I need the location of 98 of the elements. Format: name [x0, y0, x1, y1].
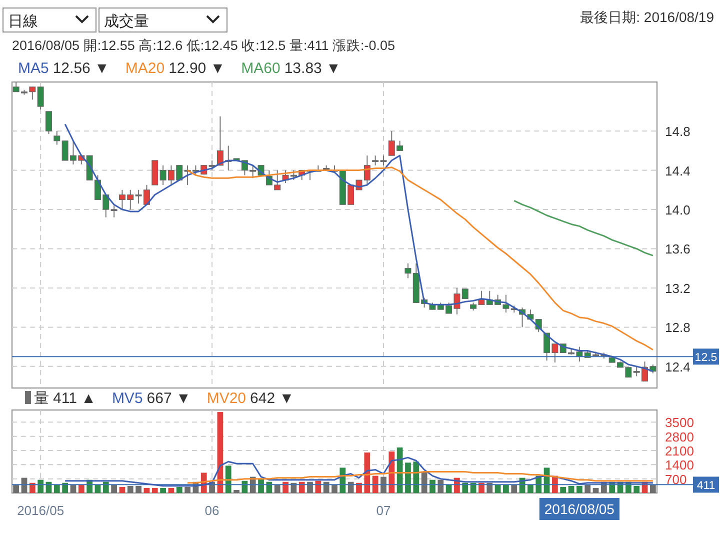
bar	[568, 486, 574, 493]
bar	[298, 482, 305, 493]
text: 667 ▼	[146, 390, 191, 407]
bar	[576, 486, 582, 493]
bar	[348, 482, 354, 493]
bar	[144, 488, 150, 493]
bar	[446, 484, 452, 493]
text: 12.90 ▼	[168, 60, 226, 77]
bar	[462, 482, 468, 493]
y-tick-label: 13.6	[665, 242, 690, 257]
y-tick-label: 1400	[665, 458, 694, 473]
bar	[282, 482, 288, 493]
bar	[290, 482, 297, 493]
bar	[70, 484, 76, 493]
bar	[430, 480, 436, 493]
x-tick-label: 07	[376, 503, 391, 518]
bar	[152, 488, 158, 493]
bar	[323, 482, 330, 493]
bar	[184, 486, 190, 493]
text: MA60	[241, 60, 280, 77]
bar	[494, 484, 501, 493]
bar	[307, 482, 313, 493]
chart-title: 最後日期: 2016/08/19	[580, 9, 714, 25]
text: MV20	[206, 390, 246, 407]
bar	[119, 486, 126, 493]
y-tick-label: 2100	[665, 443, 694, 458]
text: MA5	[18, 60, 49, 77]
bar	[650, 484, 656, 493]
bar	[380, 476, 386, 493]
text: 成交量	[104, 13, 149, 30]
bar	[176, 486, 182, 493]
bar	[356, 482, 362, 493]
bar	[528, 484, 534, 493]
ref-line-label: 12.5	[694, 352, 718, 364]
bar	[405, 462, 411, 493]
text: 2016/08/05	[544, 501, 615, 517]
bar	[62, 482, 68, 493]
bar	[478, 482, 484, 493]
bar	[503, 484, 509, 493]
bar	[127, 486, 134, 493]
y-tick-label: 12.8	[665, 320, 690, 336]
candlestick	[46, 110, 52, 134]
text: 13.83 ▼	[284, 60, 341, 77]
y-tick-label: 14.4	[665, 163, 690, 178]
bar	[54, 484, 60, 493]
ref-line-label: 411	[696, 480, 716, 492]
bar	[78, 484, 84, 493]
candlestick	[462, 288, 468, 300]
bar	[372, 476, 378, 493]
bar	[160, 488, 166, 493]
bar	[225, 466, 232, 493]
x-tick-label: 06	[204, 503, 220, 518]
y-tick-label: 14.0	[665, 202, 690, 218]
y-tick-label: 12.4	[665, 359, 690, 374]
y-tick-label: 13.2	[665, 280, 690, 296]
bar	[511, 484, 518, 493]
text: 642 ▼	[250, 390, 294, 407]
y-tick-label: 700	[665, 472, 687, 487]
candlestick	[110, 205, 118, 218]
bar	[38, 480, 44, 493]
bar	[111, 484, 117, 493]
bar	[340, 468, 346, 493]
bar	[29, 482, 36, 493]
y-tick-label: 14.8	[665, 124, 690, 140]
chart-subtitle: 2016/08/05 開:12.55 高:12.6 低:12.45 收:12.5 量:411 漲跌:-0.05	[12, 38, 395, 53]
y-tick-label: 2800	[665, 429, 694, 444]
bar	[396, 447, 403, 493]
bar	[438, 480, 444, 493]
candlestick	[54, 130, 60, 146]
bar	[102, 482, 109, 493]
candlestick	[37, 86, 44, 110]
candlestick	[208, 160, 216, 171]
bar	[168, 488, 174, 493]
bar	[332, 484, 338, 493]
candlestick	[404, 262, 412, 279]
bar	[592, 488, 599, 493]
y-tick-label: 3500	[665, 415, 694, 430]
bar	[413, 462, 420, 493]
text: MA20	[125, 60, 165, 77]
text: 日線	[8, 13, 38, 30]
line-series	[513, 200, 654, 256]
bar	[274, 484, 280, 493]
bar	[486, 482, 493, 493]
text: MV5	[112, 390, 143, 407]
bar	[234, 490, 240, 493]
bar	[560, 486, 566, 493]
bar	[584, 484, 591, 493]
bar	[136, 486, 142, 493]
bar	[94, 484, 101, 493]
line-series	[186, 470, 654, 484]
bar	[13, 484, 20, 493]
bar	[634, 486, 640, 493]
legend-label: 量	[34, 390, 49, 407]
bar	[266, 482, 272, 493]
x-tick-label: 2016/05	[17, 503, 64, 518]
text: 12.56 ▼	[52, 60, 110, 77]
line-series	[64, 456, 654, 487]
text: 411 ▲	[53, 390, 96, 407]
